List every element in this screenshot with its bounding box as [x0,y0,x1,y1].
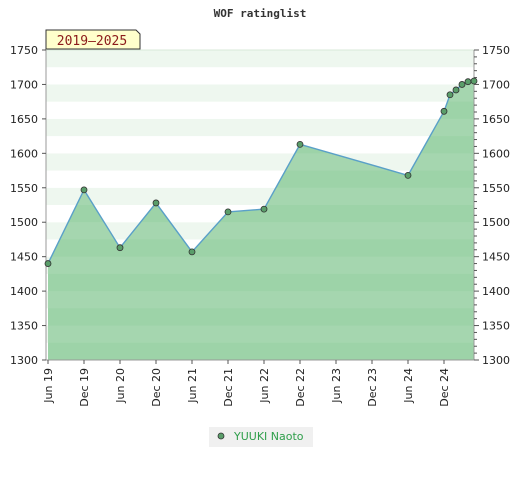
y-tick-label-left: 1750 [10,44,38,57]
x-tick-label: Jun 20 [114,368,127,404]
x-tick-label: Jun 24 [402,368,415,404]
y-tick-label-left: 1450 [10,251,38,264]
data-point [446,91,454,99]
background-band [46,67,474,85]
x-tick-label: Dec 21 [222,368,235,407]
period-badge-label: 2019–2025 [57,34,127,49]
x-tick-label: Dec 20 [150,368,163,407]
y-tick-label-right: 1400 [482,285,510,298]
y-tick-label-right: 1650 [482,113,510,126]
background-band [46,84,474,102]
area-stripe [48,256,474,274]
y-tick-label-left: 1500 [10,216,38,229]
data-point [152,199,160,207]
y-tick-label-right: 1600 [482,147,510,160]
rating-area [48,81,474,360]
data-point [188,248,196,256]
area-stripe [48,291,474,309]
y-tick-label-right: 1300 [482,354,510,367]
legend-label: YUUKI Naoto [233,430,304,443]
legend[interactable]: YUUKI Naoto [209,427,313,447]
legend-box [209,427,313,447]
background-band [46,136,474,154]
y-tick-label-left: 1400 [10,285,38,298]
legend-marker-icon [217,432,225,440]
y-tick-label-left: 1600 [10,147,38,160]
y-tick-label-right: 1450 [482,251,510,264]
y-tick-label-left: 1650 [10,113,38,126]
axes: 1300 1300 1350 1350 1400 1400 1450 1450 1500 1500… [10,44,510,407]
points-layer [44,77,478,267]
area-stripe [48,325,474,343]
data-point [464,78,472,86]
x-tick-label: Dec 19 [78,368,91,407]
data-point [224,208,232,216]
y-tick-label-right: 1500 [482,216,510,229]
x-tick-label: Jun 22 [258,368,271,404]
y-tick-label-left: 1700 [10,78,38,91]
data-point [440,107,448,115]
period-badge-box [45,29,141,50]
x-tick-label: Dec 24 [438,368,451,407]
data-point [296,140,304,148]
y-tick-label-right: 1350 [482,320,510,333]
data-point [404,171,412,179]
period-badge: 2019–2025 [45,29,141,50]
chart-title: WOF ratinglist [214,7,307,20]
background-band [46,50,474,68]
x-tick-label: Dec 23 [366,368,379,407]
y-tick-label-right: 1750 [482,44,510,57]
data-point [470,77,478,85]
background-band [46,118,474,137]
y-tick-label-right: 1550 [482,182,510,195]
x-tick-label: Jun 23 [330,368,343,404]
data-point [452,86,460,94]
data-point [260,205,268,213]
y-tick-label-left: 1350 [10,320,38,333]
area-stripe [48,222,474,240]
x-tick-label: Jun 21 [186,368,199,404]
y-tick-label-left: 1300 [10,354,38,367]
data-point [80,186,88,194]
data-point [458,81,466,88]
background-band [46,101,474,119]
data-point [44,260,52,267]
background-band [46,153,474,171]
y-tick-label-left: 1550 [10,182,38,195]
y-tick-label-right: 1700 [482,78,510,91]
x-tick-label: Jun 19 [42,368,55,404]
data-point [116,244,124,252]
x-tick-label: Dec 22 [294,368,307,407]
